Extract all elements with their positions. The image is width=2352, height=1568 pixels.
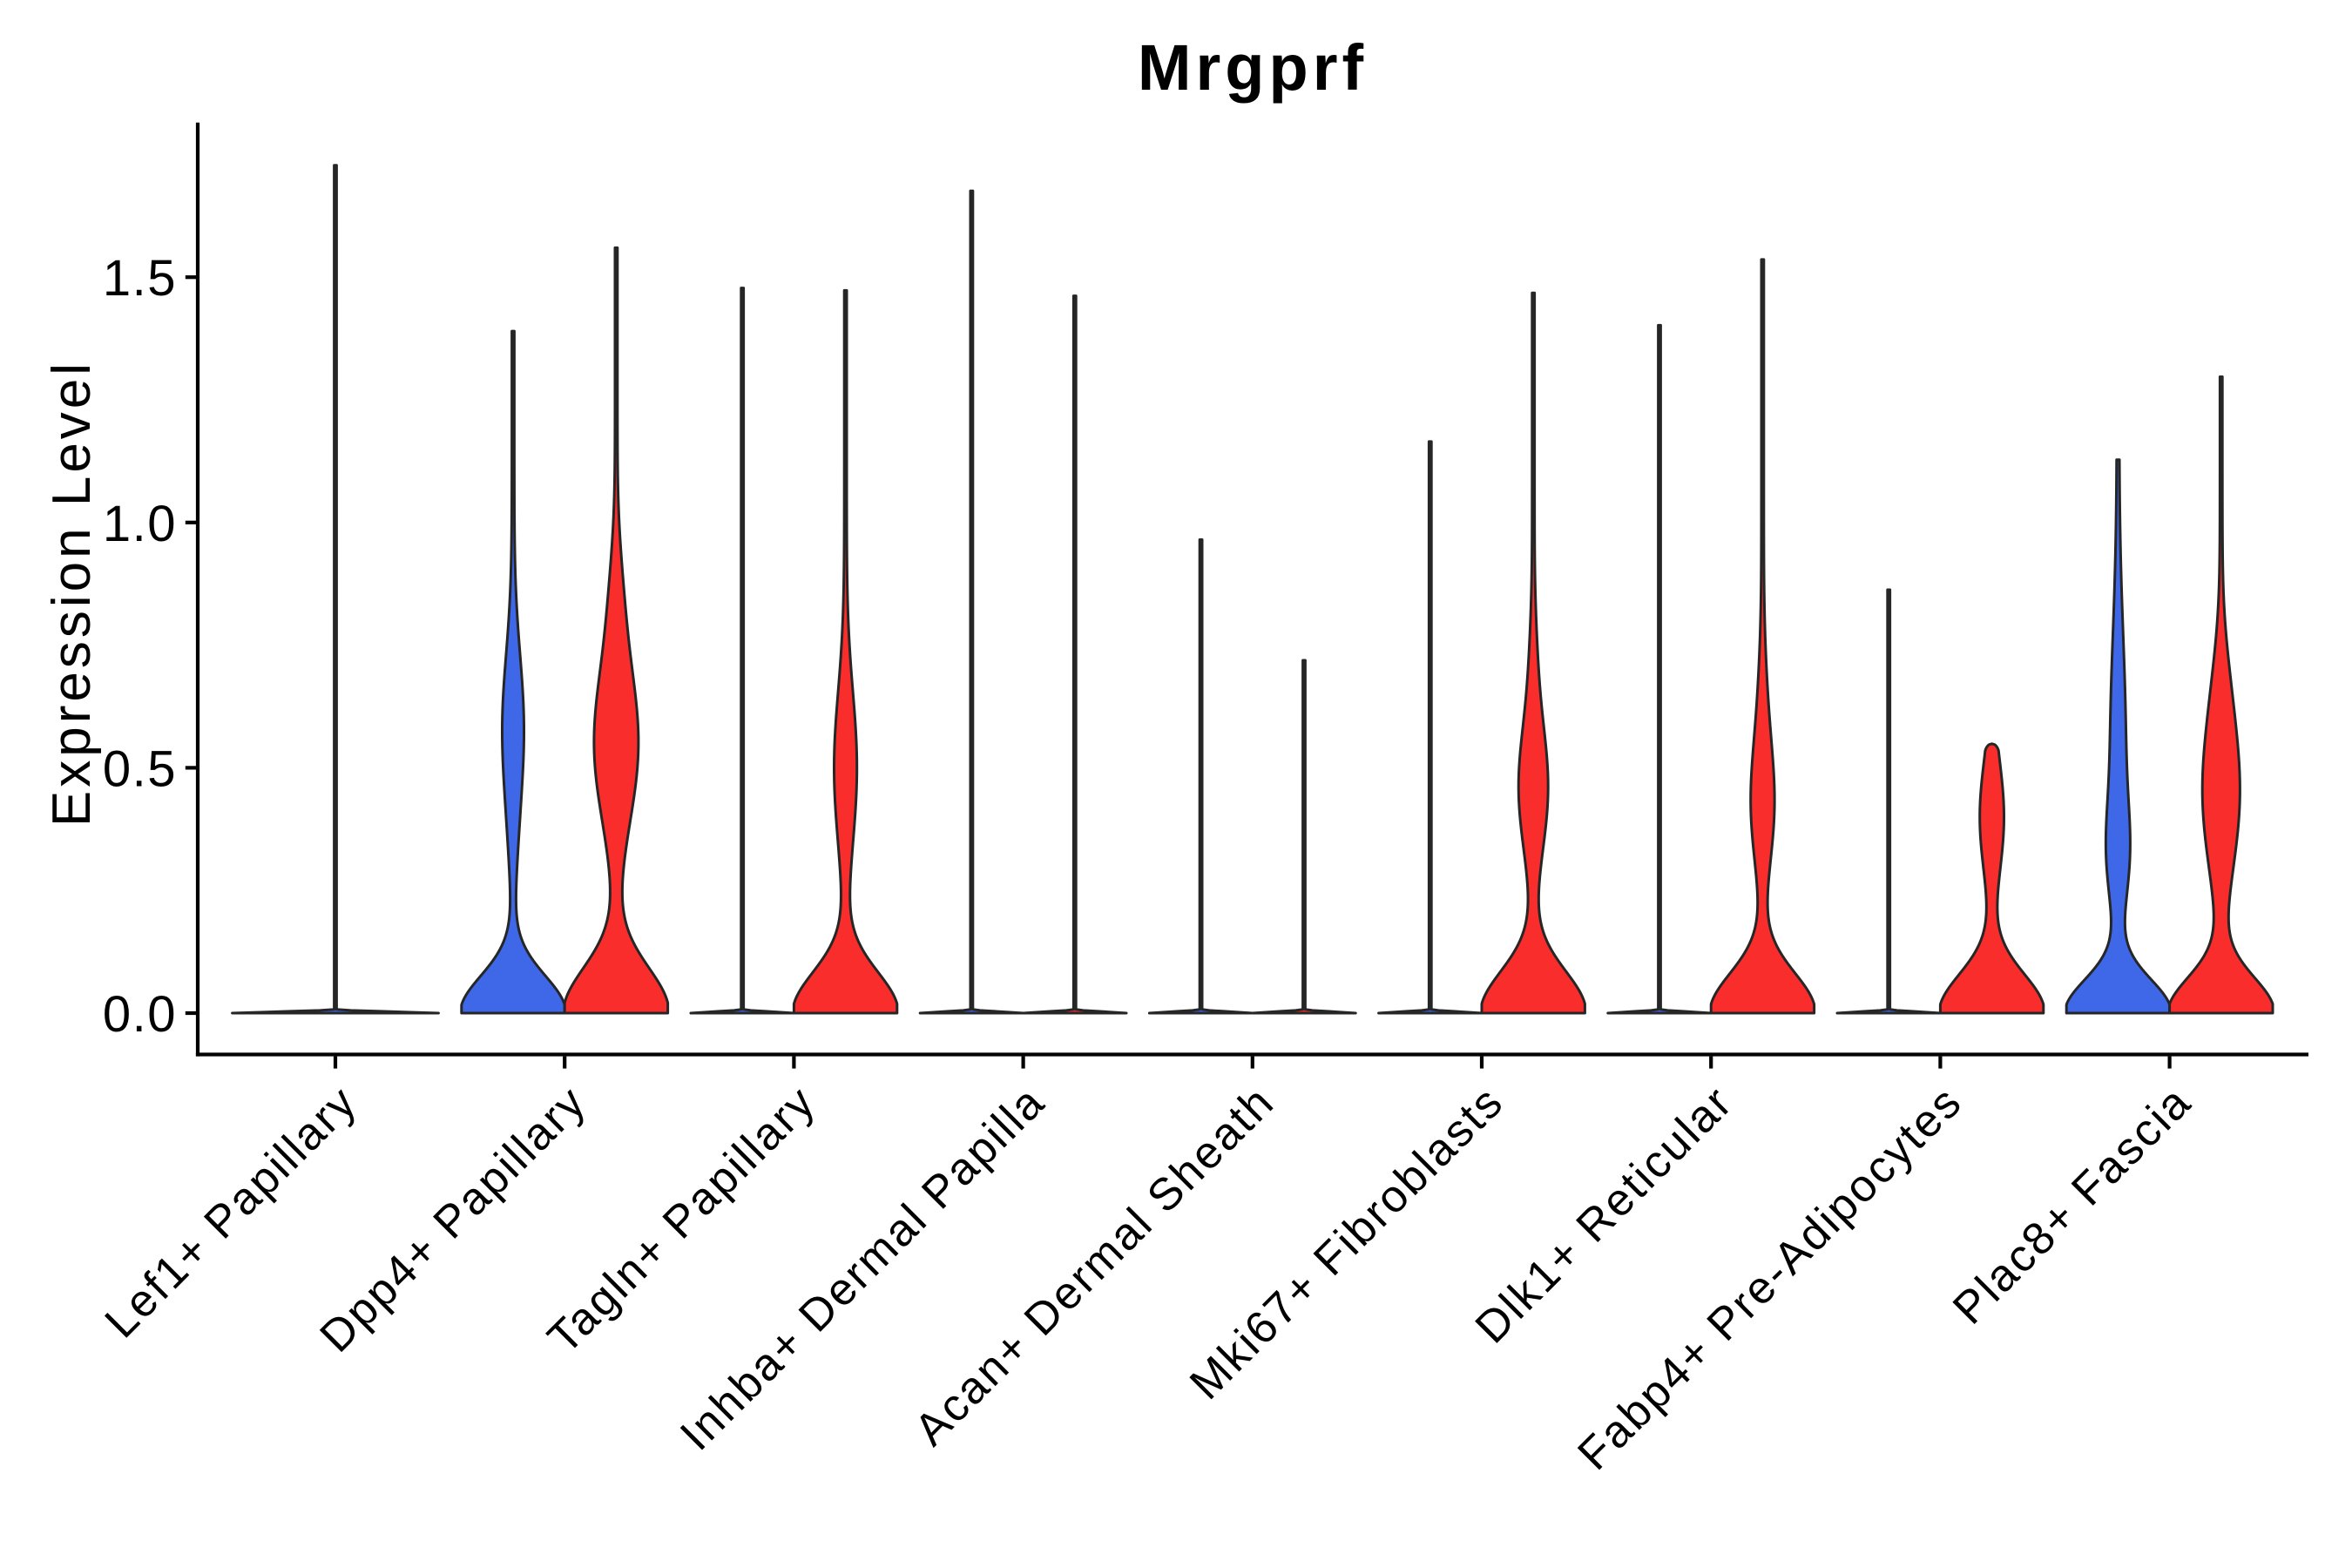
svg-text:0.5: 0.5: [103, 740, 177, 797]
svg-text:1.5: 1.5: [103, 250, 177, 307]
svg-text:1.0: 1.0: [103, 496, 177, 552]
svg-text:0.0: 0.0: [103, 986, 177, 1043]
svg-text:Expression Level: Expression Level: [42, 360, 102, 827]
svg-text:Mrgprf: Mrgprf: [1138, 31, 1368, 104]
